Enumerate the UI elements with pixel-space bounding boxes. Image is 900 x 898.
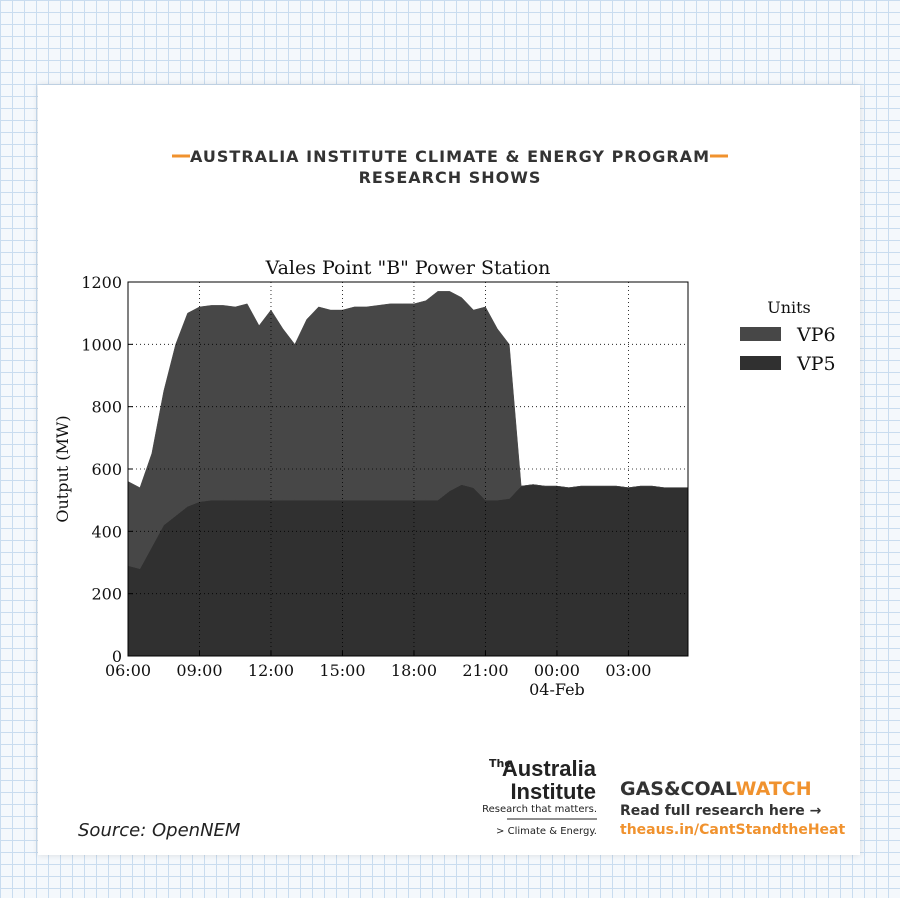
link[interactable]: theaus.in/CantStandtheHeat <box>620 822 846 838</box>
legend-label: VP6 <box>796 324 836 346</box>
watch-part: GAS&COAL <box>620 778 737 800</box>
plot-frame <box>127 281 689 657</box>
watch-logo: GAS&COALWATCH <box>620 778 812 800</box>
area <box>127 484 689 657</box>
logo-text: > Climate & Energy. <box>496 826 597 837</box>
y-tick-label: 400 <box>91 522 122 541</box>
y-tick-label: 800 <box>91 398 122 417</box>
chart-title: Vales Point "B" Power Station <box>265 257 551 279</box>
x-tick-label: 18:00 <box>391 661 437 680</box>
legend-title: Units <box>767 298 811 317</box>
header: RESEARCH SHOWS <box>359 168 542 187</box>
y-axis-label: Output (MW) <box>53 415 72 522</box>
y-tick-label: 0 <box>112 647 122 666</box>
y-tick-label: 1200 <box>81 273 122 292</box>
y-tick-label: 600 <box>91 460 122 479</box>
y-tick-label: 1000 <box>81 335 122 354</box>
x-tick-label: 06:00 <box>105 661 151 680</box>
legend-swatch <box>740 356 781 370</box>
logo-text: Australia <box>502 756 597 781</box>
x-tick-label: 03:00 <box>605 661 651 680</box>
x-tick-label: 09:00 <box>176 661 222 680</box>
logo-text: The <box>489 757 512 770</box>
x-tick-label: 15:00 <box>319 661 365 680</box>
watch-part: WATCH <box>735 778 811 800</box>
logo-text: Institute <box>510 779 596 804</box>
source: Source: OpenNEM <box>78 820 241 841</box>
legend-label: VP5 <box>796 353 836 375</box>
logo-text: Research that matters. <box>482 804 597 815</box>
legend-swatch <box>740 327 781 341</box>
header: AUSTRALIA INSTITUTE CLIMATE & ENERGY PRO… <box>190 147 710 166</box>
date-label: 04-Feb <box>529 680 585 699</box>
x-tick-label: 21:00 <box>462 661 508 680</box>
read-more: Read full research here → <box>620 803 822 819</box>
x-tick-label: 00:00 <box>534 661 580 680</box>
x-tick-label: 12:00 <box>248 661 294 680</box>
area <box>127 291 688 570</box>
y-tick-label: 200 <box>91 585 122 604</box>
